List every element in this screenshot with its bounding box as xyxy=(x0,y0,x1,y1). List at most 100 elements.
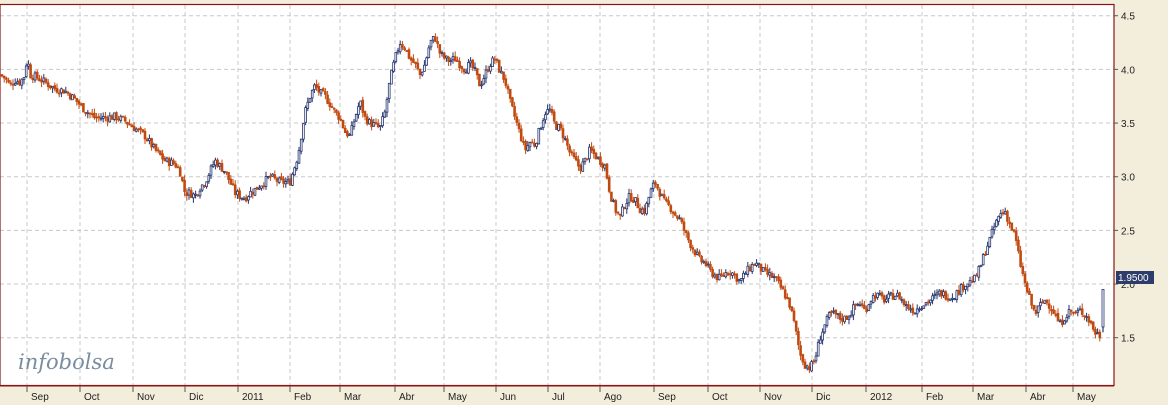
candle xyxy=(858,301,862,307)
candle-body xyxy=(326,94,329,104)
candle-body xyxy=(643,207,646,214)
candle-body xyxy=(1008,221,1011,225)
candle-body xyxy=(896,292,899,297)
x-tick-label: Feb xyxy=(926,392,944,403)
candle-body xyxy=(440,51,444,54)
candle-body xyxy=(480,84,483,87)
candle xyxy=(832,307,835,315)
candle-body xyxy=(238,190,241,199)
candle-body xyxy=(68,93,72,100)
candle-body xyxy=(280,176,283,180)
candle-body xyxy=(926,301,930,304)
candle-body xyxy=(781,286,785,290)
candle xyxy=(33,70,37,83)
candle-body xyxy=(161,153,164,160)
candle-body xyxy=(750,264,754,272)
candle xyxy=(689,239,692,252)
candle-body xyxy=(486,69,490,72)
x-tick-label: Jul xyxy=(552,392,565,403)
candle-body xyxy=(121,115,125,118)
x-tick-label: Mar xyxy=(977,392,995,403)
candle-body xyxy=(882,295,886,303)
candle xyxy=(629,189,633,202)
candle-body xyxy=(456,59,459,62)
candle xyxy=(185,188,189,201)
candle-body xyxy=(830,311,833,314)
candle xyxy=(581,158,585,172)
candle-body xyxy=(93,112,96,118)
last-price-label: 1.9500 xyxy=(1118,273,1149,284)
candle xyxy=(786,293,789,300)
candle xyxy=(13,78,17,87)
candle xyxy=(533,138,536,148)
candle xyxy=(464,68,468,74)
candle xyxy=(328,98,332,111)
candle-body xyxy=(902,299,906,306)
candle-body xyxy=(537,127,541,145)
candle xyxy=(502,71,505,83)
x-tick-label: May xyxy=(448,392,467,403)
candle-body xyxy=(755,262,758,266)
candle-body xyxy=(792,310,796,321)
candle xyxy=(16,78,19,85)
candle-body xyxy=(0,74,4,77)
candle-body xyxy=(33,72,37,81)
candle-body xyxy=(550,109,554,113)
candle xyxy=(200,184,204,192)
candle-body xyxy=(665,198,668,202)
candle-body xyxy=(310,89,314,99)
candle xyxy=(418,68,422,80)
candle-body xyxy=(748,266,752,272)
candle xyxy=(486,65,490,73)
candle-body xyxy=(57,92,61,95)
candle xyxy=(761,267,765,272)
candle-body xyxy=(731,272,734,276)
candle xyxy=(394,51,398,64)
candle-body xyxy=(255,186,259,190)
candle xyxy=(728,270,732,280)
candle-body xyxy=(148,138,151,141)
candle xyxy=(354,113,358,123)
candle xyxy=(731,272,734,279)
candle xyxy=(1010,222,1014,232)
last-price-badge xyxy=(1116,271,1154,284)
candle-body xyxy=(38,78,41,82)
candle xyxy=(693,249,697,258)
candle-body xyxy=(390,69,393,85)
candle xyxy=(627,188,631,207)
candle xyxy=(403,45,406,52)
candle-body xyxy=(49,85,52,89)
candle-body xyxy=(953,298,956,301)
candle-body xyxy=(594,152,598,160)
candle xyxy=(970,275,974,284)
candle-body xyxy=(240,197,244,200)
candle-body xyxy=(172,160,175,165)
candle xyxy=(229,175,233,185)
candle-body xyxy=(1001,212,1005,215)
candle xyxy=(772,273,776,283)
candle-body xyxy=(966,283,970,288)
candle-body xyxy=(909,308,912,311)
candle xyxy=(535,142,538,150)
candle-body xyxy=(700,255,703,263)
candle-body xyxy=(1032,305,1036,310)
candle xyxy=(154,143,158,153)
candle-body xyxy=(337,112,340,120)
candle-body xyxy=(742,272,745,279)
candle-body xyxy=(174,163,178,168)
candle-body xyxy=(319,89,323,94)
candle-body xyxy=(251,192,255,195)
candle-body xyxy=(249,190,252,198)
candle-body xyxy=(62,89,65,94)
candle-body xyxy=(475,68,479,76)
candle xyxy=(1034,305,1038,316)
candle-body xyxy=(392,61,395,72)
candle-body xyxy=(295,161,299,169)
candle xyxy=(524,139,527,155)
candle xyxy=(695,248,699,256)
candle xyxy=(57,89,61,98)
candle-body xyxy=(605,163,609,179)
candle xyxy=(680,216,684,225)
candle xyxy=(196,194,200,197)
candle-body xyxy=(854,303,857,306)
